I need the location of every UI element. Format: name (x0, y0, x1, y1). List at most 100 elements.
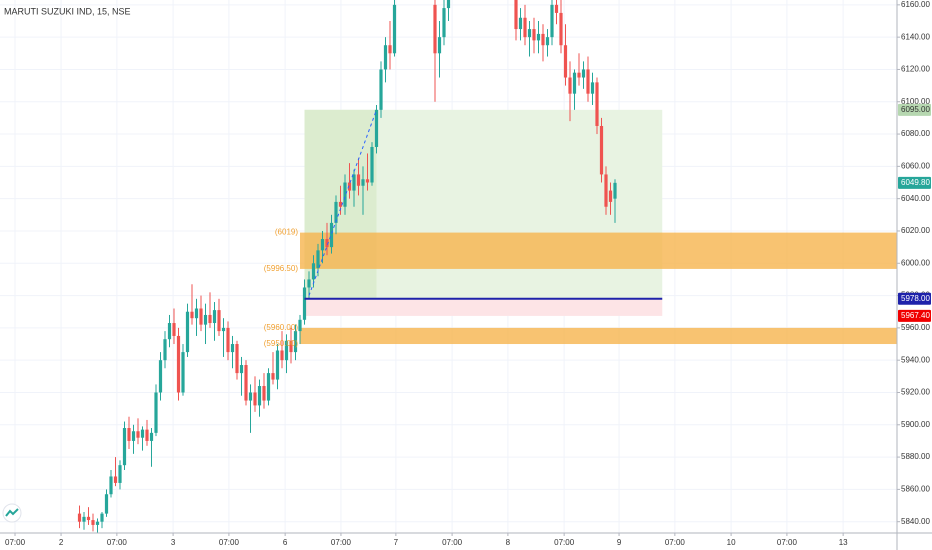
candle-body (307, 279, 311, 288)
candle-body (343, 182, 347, 207)
y-tick-label: 6140.00 (901, 32, 930, 41)
candle-body (289, 340, 293, 353)
candle-body (172, 323, 176, 336)
plot (77, 0, 897, 533)
candle-body (568, 77, 572, 94)
candle-body (572, 72, 577, 94)
candle-body (532, 29, 536, 41)
y-tick-label: 6040.00 (901, 194, 930, 203)
y-tick-label: 6000.00 (901, 258, 930, 267)
candle-body (338, 201, 343, 207)
x-tick-label: 6 (283, 538, 288, 547)
candle-body (347, 182, 352, 191)
y-tick-label: 5880.00 (901, 452, 930, 461)
candle-body (136, 431, 140, 438)
candle-body (581, 69, 586, 78)
y-tick-label: 6060.00 (901, 161, 930, 170)
candle-body (550, 4, 554, 38)
x-tick-label: 9 (617, 538, 622, 547)
candle-body (563, 45, 568, 78)
candle-body (266, 373, 271, 401)
x-tick-label: 07:00 (107, 538, 128, 547)
zone (300, 327, 897, 345)
x-tick-label: 10 (727, 538, 736, 547)
chart-title: MARUTI SUZUKI IND, 15, NSE (4, 6, 131, 16)
candle-body (217, 310, 221, 332)
candle-body (352, 174, 356, 191)
y-tick-label: 5900.00 (901, 420, 930, 429)
candle-body (442, 8, 446, 38)
candle-body (122, 428, 127, 466)
candle-body (77, 513, 82, 522)
y-tick-label: 6160.00 (901, 0, 930, 9)
y-tick-label: 5960.00 (901, 323, 930, 332)
candle-body (374, 109, 379, 147)
zone-label: (5996.50) (264, 264, 299, 273)
candle-body (536, 33, 541, 41)
y-tick-label: 6080.00 (901, 129, 930, 138)
x-tick-label: 3 (171, 538, 176, 547)
candle-body (577, 72, 581, 78)
candle-body (194, 308, 199, 319)
candle-body (275, 350, 280, 380)
x-tick-label: 13 (839, 538, 848, 547)
price-label-box (898, 103, 931, 116)
candle-body (163, 339, 167, 361)
candle-body (554, 4, 559, 13)
candle-body (244, 365, 248, 401)
price-label-box (898, 292, 931, 305)
zone-label: (5960.00) (264, 323, 299, 332)
price-label: 6095.00 (901, 105, 930, 114)
candle-body (230, 344, 235, 353)
y-tick-label: 5920.00 (901, 388, 930, 397)
candle-body (127, 428, 131, 441)
candle-body (104, 494, 109, 514)
candle-body (388, 45, 392, 54)
y-tick-label: 5840.00 (901, 517, 930, 526)
price-label-box (898, 309, 931, 322)
price-label: 5978.00 (901, 294, 930, 303)
candle-body (176, 335, 181, 393)
candle-body (185, 311, 190, 353)
candle-body (586, 69, 590, 94)
candle-body (433, 4, 437, 54)
candle-body (302, 287, 307, 320)
candle-body (284, 340, 289, 361)
candle-body (203, 314, 208, 325)
candle-body (446, 0, 451, 9)
candle-body (514, 0, 518, 30)
zone-label: (6019) (275, 228, 298, 237)
candle-body (280, 350, 284, 361)
x-tick-label: 8 (506, 538, 511, 547)
candle-body (518, 17, 523, 30)
candle-body (181, 352, 185, 393)
candle-body (559, 12, 563, 46)
x-tick-label: 07:00 (554, 538, 575, 547)
candle-body (118, 465, 122, 483)
stop-box (304, 298, 663, 316)
candle-body (379, 69, 383, 110)
candle-body (311, 263, 316, 280)
candle-body (109, 476, 113, 495)
y-tick-label: 5860.00 (901, 485, 930, 494)
x-tick-label: 07:00 (442, 538, 463, 547)
candle-body (257, 386, 262, 406)
candle-body (131, 431, 136, 441)
candle-body (95, 521, 100, 525)
candle-body (91, 520, 95, 525)
candle-body (329, 222, 334, 248)
y-tick-label: 6100.00 (901, 97, 930, 106)
candle-body (154, 392, 158, 433)
y-tick-label: 6020.00 (901, 226, 930, 235)
candle-body (437, 37, 442, 54)
candle-body (208, 314, 212, 324)
candle-body (167, 323, 172, 340)
candle-body (361, 179, 365, 186)
candle-body (212, 310, 217, 324)
logo (2, 503, 22, 523)
x-tick-label: 07:00 (665, 538, 686, 547)
candle-body (334, 201, 338, 223)
candle-body (608, 190, 613, 202)
y-tick-label: 5940.00 (901, 355, 930, 364)
